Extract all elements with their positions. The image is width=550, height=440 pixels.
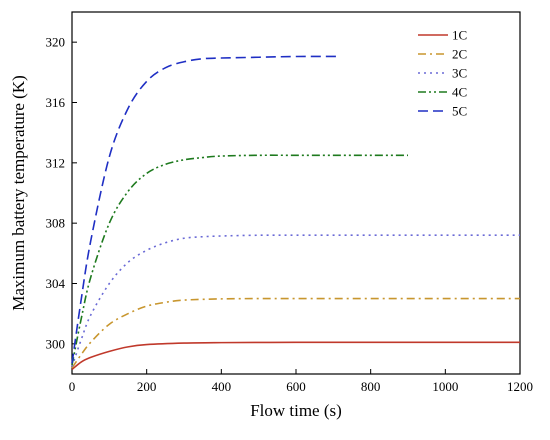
y-tick-label: 308 xyxy=(46,216,66,231)
legend: 1C 2C 3C 4C 5C xyxy=(418,28,467,119)
x-tick-label: 600 xyxy=(286,379,306,394)
legend-label-4c: 4C xyxy=(452,85,467,100)
y-tick-label: 300 xyxy=(46,336,66,351)
legend-label-2c: 2C xyxy=(452,47,467,62)
series-layer xyxy=(71,55,520,371)
x-tick-label: 800 xyxy=(361,379,381,394)
x-tick-label: 1000 xyxy=(432,379,458,394)
series-line-3c xyxy=(71,234,520,367)
legend-label-1c: 1C xyxy=(452,28,467,43)
y-axis-title: Maximum battery temperature (K) xyxy=(9,75,28,311)
x-tick-label: 400 xyxy=(212,379,232,394)
legend-label-3c: 3C xyxy=(452,66,467,81)
x-tick-label: 1200 xyxy=(507,379,533,394)
axis-ticks: 0 200 400 600 800 1000 1200 300 304 308 312 316 320 xyxy=(46,35,534,394)
series-line-2c xyxy=(71,297,520,369)
series-line-5c xyxy=(71,55,341,364)
series-line-4c xyxy=(71,154,408,366)
y-tick-label: 304 xyxy=(46,276,66,291)
y-tick-label: 320 xyxy=(46,35,66,50)
series-line-1c xyxy=(71,341,520,371)
y-tick-label: 316 xyxy=(46,95,66,110)
legend-label-5c: 5C xyxy=(452,104,467,119)
x-tick-label: 200 xyxy=(137,379,157,394)
x-axis-title: Flow time (s) xyxy=(250,401,342,420)
x-tick-label: 0 xyxy=(69,379,76,394)
y-tick-label: 312 xyxy=(46,155,66,170)
